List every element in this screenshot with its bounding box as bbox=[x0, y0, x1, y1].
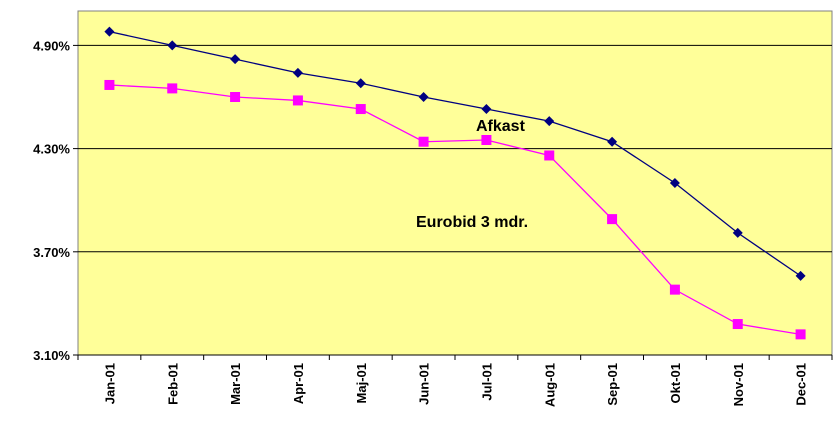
data-point bbox=[418, 136, 429, 147]
x-tick-label: Jun-01 bbox=[417, 363, 432, 405]
x-axis-labels: Jan-01 Feb-01 Mar-01 Apr-01 Maj-01 Jun-01 Jul-… bbox=[77, 355, 833, 407]
series-1 bbox=[104, 26, 806, 281]
y-tick-label: 3.70% bbox=[33, 245, 70, 260]
y-tick-label: 4.30% bbox=[33, 142, 70, 157]
annotation-afkast: Afkast bbox=[476, 118, 526, 135]
data-point bbox=[167, 40, 178, 51]
data-point bbox=[544, 116, 555, 127]
y-tick-label: 4.90% bbox=[33, 38, 70, 53]
x-tick-label: Jul-01 bbox=[479, 363, 494, 401]
data-point bbox=[481, 104, 492, 115]
data-point bbox=[607, 136, 618, 147]
x-tick-label: Nov-01 bbox=[731, 363, 746, 406]
data-point bbox=[481, 135, 492, 145]
series-line bbox=[109, 84, 801, 336]
data-point bbox=[167, 83, 178, 94]
data-point bbox=[104, 26, 115, 37]
x-tick-label: Jan-01 bbox=[102, 363, 117, 404]
data-point bbox=[732, 319, 743, 330]
data-point bbox=[544, 150, 555, 161]
series-2 bbox=[104, 79, 806, 340]
series-line bbox=[109, 31, 801, 277]
x-tick-label: Okt-01 bbox=[668, 363, 683, 403]
data-point bbox=[795, 270, 806, 281]
y-tick-label: 3.10% bbox=[33, 348, 70, 363]
gridlines bbox=[78, 44, 832, 253]
data-point bbox=[355, 78, 366, 89]
data-point bbox=[292, 95, 303, 106]
data-point bbox=[732, 227, 743, 238]
x-tick-label: Dec-01 bbox=[794, 363, 809, 406]
data-point bbox=[418, 92, 429, 102]
data-point bbox=[104, 79, 115, 90]
data-point bbox=[669, 284, 680, 295]
data-point bbox=[230, 92, 241, 102]
data-point bbox=[669, 178, 680, 188]
x-tick-label: Aug-01 bbox=[542, 363, 557, 407]
x-tick-label: Apr-01 bbox=[291, 363, 306, 404]
x-tick-label: Feb-01 bbox=[165, 363, 180, 405]
series bbox=[104, 26, 806, 340]
x-tick-label: Mar-01 bbox=[228, 363, 243, 405]
data-point bbox=[230, 54, 241, 65]
data-point bbox=[795, 329, 806, 340]
x-tick-label: Sep-01 bbox=[605, 363, 620, 406]
data-point bbox=[607, 214, 618, 225]
data-point bbox=[355, 104, 366, 115]
annotation-eurobid: Eurobid 3 mdr. bbox=[416, 214, 528, 231]
data-point bbox=[292, 67, 303, 78]
plot-area bbox=[77, 10, 833, 356]
x-tick-label: Maj-01 bbox=[354, 363, 369, 403]
y-axis: 3.10% 3.70% 4.30% 4.90% bbox=[33, 38, 78, 363]
